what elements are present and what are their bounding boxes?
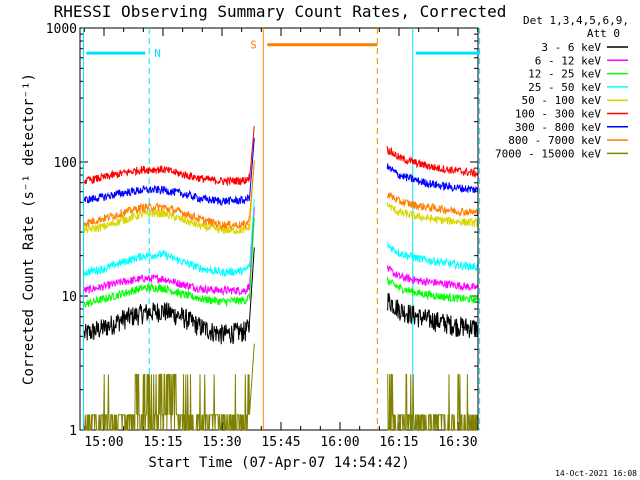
x-tick-label: 16:30 <box>438 435 477 450</box>
legend-label: 300 - 800 keV <box>515 121 601 134</box>
chart-title: RHESSI Observing Summary Count Rates, Co… <box>54 2 507 21</box>
series-line-9 <box>387 373 478 431</box>
legend-label: 800 - 7000 keV <box>508 134 601 147</box>
series-line-4 <box>83 198 255 278</box>
legend-label: 25 - 50 keV <box>528 81 601 94</box>
night-label: N <box>154 47 161 60</box>
series-line-7 <box>83 137 255 206</box>
legend-label: 6 - 12 keV <box>535 54 602 67</box>
plot-frame <box>79 27 479 431</box>
series-line-8 <box>83 160 255 231</box>
series-line-6 <box>386 146 478 179</box>
legend-label: 7000 - 15000 keV <box>495 147 601 160</box>
series-line-3 <box>83 217 255 308</box>
legend-label: 50 - 100 keV <box>522 94 602 107</box>
series-line-6 <box>83 126 255 187</box>
series-line-1 <box>386 292 478 338</box>
x-tick-label: 15:15 <box>143 435 182 450</box>
legend-header: Det 1,3,4,5,6,9, <box>523 14 629 27</box>
footer-timestamp: 14-Oct-2021 16:08 <box>555 469 637 478</box>
legend-header-att: Att 0 <box>587 27 620 40</box>
x-tick-label: 16:15 <box>379 435 418 450</box>
legend-label: 3 - 6 keV <box>541 41 601 54</box>
legend-label: 100 - 300 keV <box>515 108 601 121</box>
y-tick-label: 1 <box>69 424 77 439</box>
series-line-5 <box>386 202 478 228</box>
series-line-8 <box>386 192 478 218</box>
x-tick-label: 16:00 <box>320 435 359 450</box>
y-tick-label: 1000 <box>46 22 77 37</box>
x-axis-label: Start Time (07-Apr-07 14:54:42) <box>148 455 409 471</box>
y-axis-label: Corrected Count Rate (s⁻¹ detector⁻¹) <box>21 73 37 385</box>
x-tick-label: 15:45 <box>261 435 300 450</box>
series-line-3 <box>386 277 478 304</box>
series-line-1 <box>83 247 255 345</box>
saa-label: S <box>250 39 257 52</box>
series-line-2 <box>386 265 478 291</box>
legend-label: 12 - 25 keV <box>528 68 601 81</box>
x-tick-label: 15:00 <box>84 435 123 450</box>
y-tick-label: 100 <box>54 156 77 171</box>
series-line-4 <box>387 241 478 272</box>
series-line-9 <box>84 343 255 431</box>
x-tick-label: 15:30 <box>202 435 241 450</box>
series-line-2 <box>83 207 255 297</box>
y-tick-label: 10 <box>61 290 77 305</box>
series-line-7 <box>386 163 478 193</box>
